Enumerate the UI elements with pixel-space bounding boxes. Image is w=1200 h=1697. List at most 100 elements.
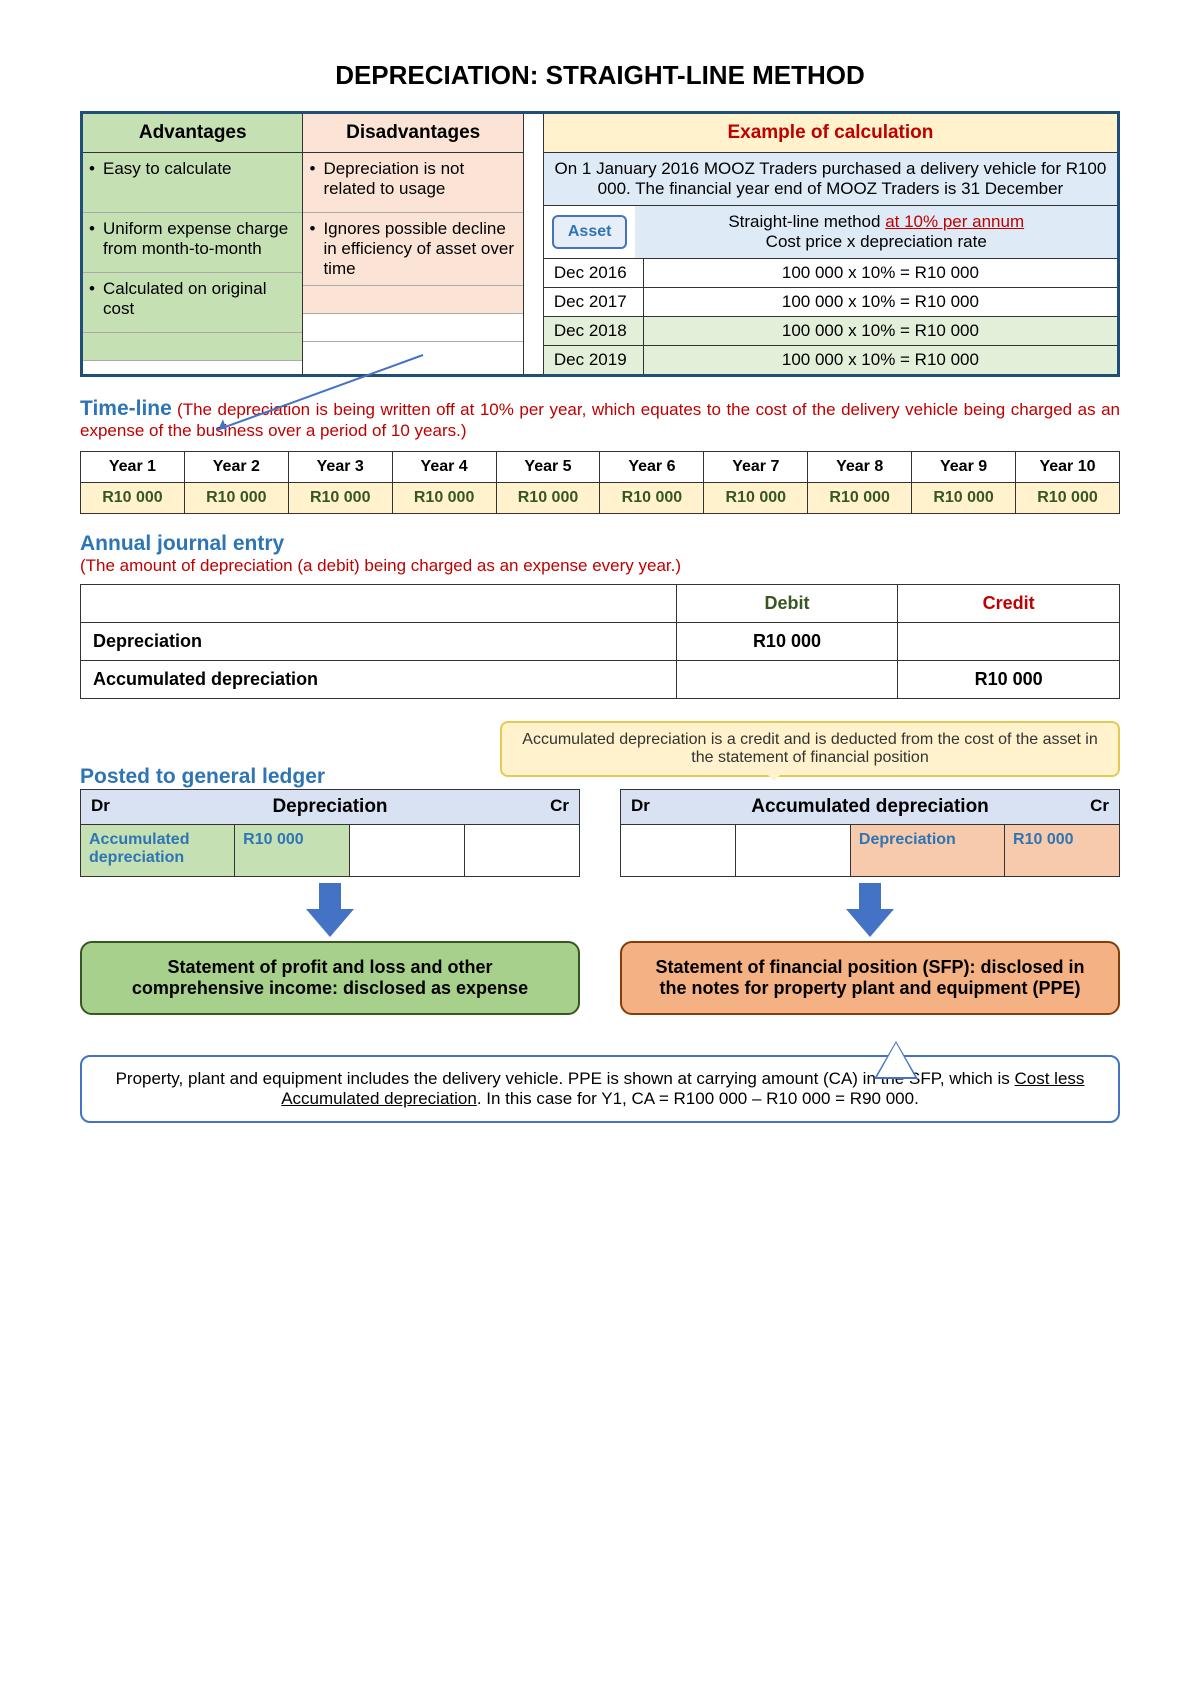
- disadvantage-item: Ignores possible decline in efficiency o…: [303, 213, 522, 286]
- calc-date: Dec 2019: [544, 346, 644, 374]
- advantages-header: Advantages: [83, 114, 302, 153]
- cr-label: Cr: [539, 790, 579, 824]
- year-value: R10 000: [808, 483, 912, 514]
- calc-value: 100 000 x 10% = R10 000: [644, 317, 1117, 345]
- table-row: Depreciation R10 000: [81, 623, 1120, 661]
- ledger-cell: Accumulated depreciation: [81, 825, 235, 876]
- year-value: R10 000: [392, 483, 496, 514]
- year-header: Year 3: [288, 452, 392, 483]
- arrow-down-icon: [620, 877, 1120, 937]
- year-value: R10 000: [704, 483, 808, 514]
- table-row: Year 1 Year 2 Year 3 Year 4 Year 5 Year …: [81, 452, 1120, 483]
- top-comparison-section: Advantages Easy to calculate Uniform exp…: [80, 111, 1120, 377]
- year-value: R10 000: [184, 483, 288, 514]
- ledger-cell: Depreciation: [851, 825, 1005, 876]
- method-text: Straight-line method at 10% per annum Co…: [635, 206, 1117, 258]
- advantage-item: Uniform expense charge from month-to-mon…: [83, 213, 302, 273]
- calc-row: Dec 2016 100 000 x 10% = R10 000: [544, 259, 1117, 288]
- arrow-down-icon: [80, 877, 580, 937]
- journal-credit: [898, 623, 1120, 661]
- bottom-ppe-note: Property, plant and equipment includes t…: [80, 1055, 1120, 1123]
- ledger-cell: R10 000: [1005, 825, 1119, 876]
- disadvantage-item: Depreciation is not related to usage: [303, 153, 522, 213]
- year-header: Year 6: [600, 452, 704, 483]
- result-profit-loss: Statement of profit and loss and other c…: [80, 941, 580, 1015]
- timeline-intro: Time-line (The depreciation is being wri…: [80, 397, 1120, 441]
- method-row: Asset Straight-line method at 10% per an…: [544, 206, 1117, 259]
- note-post: . In this case for Y1, CA = R100 000 – R…: [477, 1089, 919, 1108]
- asset-label-box: Asset: [552, 215, 628, 249]
- advantages-column: Advantages Easy to calculate Uniform exp…: [83, 114, 303, 374]
- ledger-section: Posted to general ledger Accumulated dep…: [80, 721, 1120, 1015]
- journal-title: Annual journal entry: [80, 532, 1120, 556]
- year-header: Year 8: [808, 452, 912, 483]
- dr-label: Dr: [621, 790, 661, 824]
- ledger-body: Depreciation R10 000: [620, 825, 1120, 877]
- page-title: DEPRECIATION: STRAIGHT-LINE METHOD: [80, 60, 1120, 91]
- calc-value: 100 000 x 10% = R10 000: [644, 259, 1117, 287]
- timeline-note: (The depreciation is being written off a…: [80, 400, 1120, 440]
- year-header: Year 4: [392, 452, 496, 483]
- calc-date: Dec 2017: [544, 288, 644, 316]
- empty-cell: [83, 333, 302, 361]
- example-intro-text: On 1 January 2016 MOOZ Traders purchased…: [544, 153, 1117, 206]
- ledger-title: Posted to general ledger: [80, 765, 325, 789]
- cr-label: Cr: [1079, 790, 1119, 824]
- year-header: Year 10: [1016, 452, 1120, 483]
- year-value: R10 000: [600, 483, 704, 514]
- ledger-name: Accumulated depreciation: [661, 790, 1079, 824]
- year-value: R10 000: [496, 483, 600, 514]
- result-boxes: Statement of profit and loss and other c…: [80, 941, 1120, 1015]
- calc-row: Dec 2019 100 000 x 10% = R10 000: [544, 346, 1117, 374]
- ledger-depreciation: Dr Depreciation Cr Accumulated depreciat…: [80, 789, 580, 937]
- table-row: Accumulated depreciation R10 000: [81, 661, 1120, 699]
- calc-value: 100 000 x 10% = R10 000: [644, 288, 1117, 316]
- example-header: Example of calculation: [544, 114, 1117, 153]
- journal-label: Accumulated depreciation: [81, 661, 677, 699]
- year-header: Year 2: [184, 452, 288, 483]
- empty-cell: [303, 286, 522, 314]
- calc-date: Dec 2018: [544, 317, 644, 345]
- method-red: at 10% per annum: [885, 212, 1024, 231]
- calc-row: Dec 2018 100 000 x 10% = R10 000: [544, 317, 1117, 346]
- calc-value: 100 000 x 10% = R10 000: [644, 346, 1117, 374]
- disadvantages-column: Disadvantages Depreciation is not relate…: [303, 114, 523, 374]
- timeline-table: Year 1 Year 2 Year 3 Year 4 Year 5 Year …: [80, 451, 1120, 514]
- year-value: R10 000: [1016, 483, 1120, 514]
- ledger-cell: [621, 825, 736, 876]
- disadvantages-header: Disadvantages: [303, 114, 522, 153]
- year-header: Year 1: [81, 452, 185, 483]
- year-header: Year 9: [912, 452, 1016, 483]
- method-formula: Cost price x depreciation rate: [766, 232, 987, 251]
- dr-label: Dr: [81, 790, 121, 824]
- calc-date: Dec 2016: [544, 259, 644, 287]
- debit-header: Debit: [676, 585, 898, 623]
- table-row: Debit Credit: [81, 585, 1120, 623]
- credit-header: Credit: [898, 585, 1120, 623]
- table-row: R10 000 R10 000 R10 000 R10 000 R10 000 …: [81, 483, 1120, 514]
- ledger-cell: [736, 825, 851, 876]
- timeline-title: Time-line: [80, 397, 172, 420]
- callout-accumulated-note: Accumulated depreciation is a credit and…: [500, 721, 1120, 777]
- year-header: Year 7: [704, 452, 808, 483]
- ledger-body: Accumulated depreciation R10 000: [80, 825, 580, 877]
- method-pre: Straight-line method: [728, 212, 885, 231]
- empty-cell: [303, 314, 522, 342]
- ledger-cell: R10 000: [235, 825, 350, 876]
- advantage-item: Easy to calculate: [83, 153, 302, 213]
- example-column: Example of calculation On 1 January 2016…: [544, 114, 1117, 374]
- advantage-item: Calculated on original cost: [83, 273, 302, 333]
- spacer: [524, 114, 544, 374]
- empty-header: [81, 585, 677, 623]
- note-pre: Property, plant and equipment includes t…: [116, 1069, 1015, 1088]
- ledger-tables: Dr Depreciation Cr Accumulated depreciat…: [80, 789, 1120, 937]
- ledger-header: Dr Depreciation Cr: [80, 789, 580, 825]
- year-header: Year 5: [496, 452, 600, 483]
- calc-row: Dec 2017 100 000 x 10% = R10 000: [544, 288, 1117, 317]
- journal-credit: R10 000: [898, 661, 1120, 699]
- ledger-name: Depreciation: [121, 790, 539, 824]
- journal-label: Depreciation: [81, 623, 677, 661]
- result-sfp: Statement of financial position (SFP): d…: [620, 941, 1120, 1015]
- journal-table: Debit Credit Depreciation R10 000 Accumu…: [80, 584, 1120, 699]
- journal-note: (The amount of depreciation (a debit) be…: [80, 556, 1120, 576]
